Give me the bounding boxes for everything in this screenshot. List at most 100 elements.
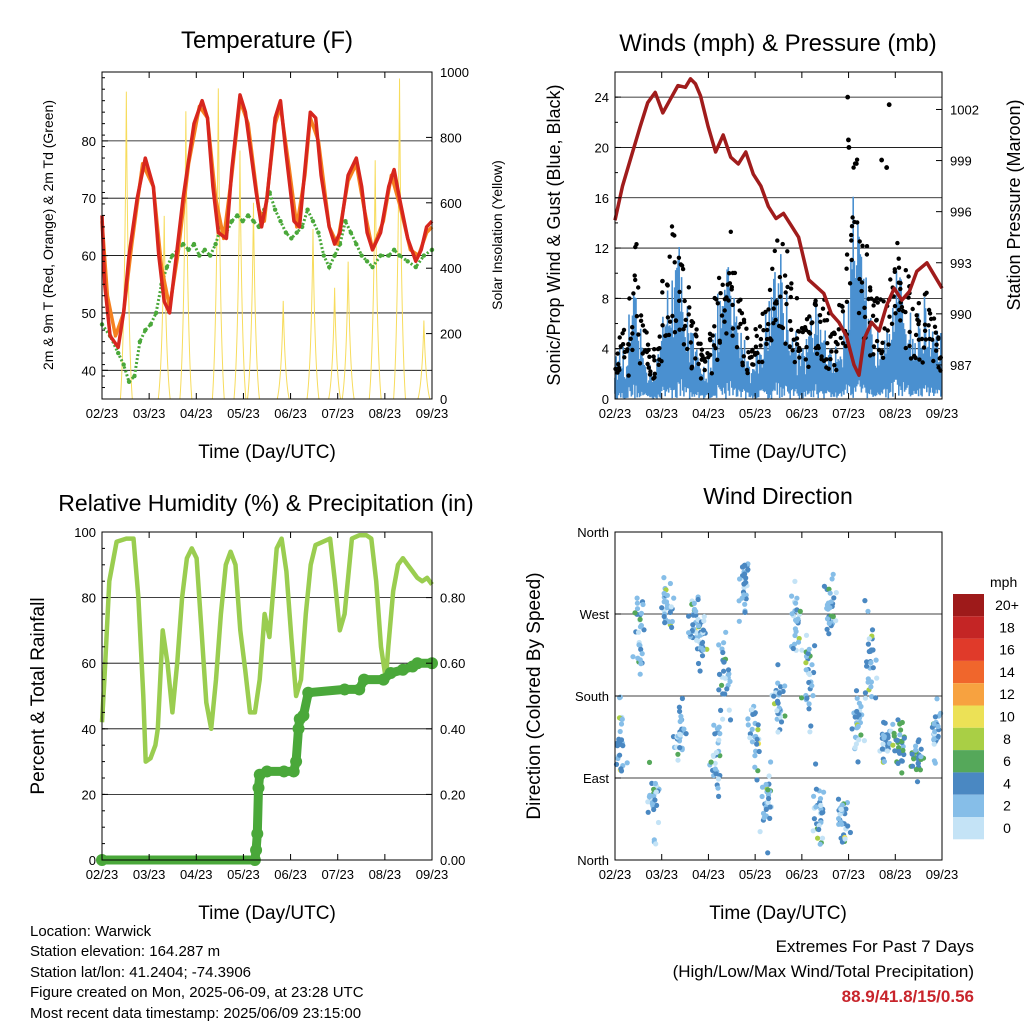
gust-point (757, 324, 763, 329)
direction-point (638, 646, 644, 653)
gust-point (744, 326, 749, 331)
direction-point (716, 793, 722, 800)
gust-point (727, 281, 733, 286)
direction-point (645, 809, 651, 815)
gust-point (678, 262, 683, 267)
gust-point (783, 341, 788, 346)
dewpoint-point (170, 253, 175, 258)
gust-point (783, 290, 788, 295)
gust-point (846, 145, 852, 150)
direction-point (653, 841, 659, 847)
direction-point (701, 618, 707, 624)
direction-point (845, 823, 851, 829)
colorbar-label: 16 (999, 642, 1015, 658)
direction-point (819, 810, 825, 816)
gust-point (686, 312, 691, 317)
gust-point (886, 342, 891, 347)
gust-point (773, 317, 778, 323)
gust-point (882, 326, 887, 331)
direction-point (917, 767, 924, 773)
direction-point (818, 802, 824, 809)
direction-point (890, 721, 896, 727)
direction-point (915, 739, 921, 745)
direction-point (677, 708, 683, 715)
dewpoint-point (364, 259, 370, 264)
gust-point (824, 357, 829, 362)
direction-point (652, 797, 658, 803)
colorbar-label: 14 (999, 664, 1015, 680)
gust-point (624, 349, 629, 354)
direction-series (613, 561, 944, 856)
winds-ylabel-left: Sonic/Prop Wind & Gust (Blue, Black) (544, 84, 564, 385)
colorbar-swatch (953, 594, 984, 617)
direction-point (664, 605, 670, 611)
winds-xtick-label: 08/23 (879, 406, 912, 421)
direction-point (715, 785, 721, 791)
dewpoint-point (305, 207, 310, 212)
gust-point (926, 307, 932, 313)
direction-point (752, 753, 758, 759)
direction-point (909, 751, 915, 757)
gust-point (702, 367, 707, 373)
gust-point (719, 313, 725, 318)
direction-point (789, 611, 795, 617)
direction-point (775, 662, 781, 668)
temperature-title: Temperature (F) (181, 27, 353, 54)
direction-point (896, 749, 902, 755)
dewpoint-point (164, 264, 170, 270)
direction-point (759, 784, 766, 790)
dewpoint-point (213, 241, 218, 247)
gust-point (804, 317, 810, 322)
dewpoint-point (202, 247, 207, 253)
direction-point (639, 651, 645, 657)
gust-point (916, 301, 921, 306)
gust-point (683, 317, 688, 323)
gust-point (728, 229, 733, 234)
gust-point (667, 319, 673, 324)
gust-point (874, 338, 880, 344)
gust-point (689, 319, 694, 324)
humidity-xtick-label: 03/23 (133, 867, 166, 882)
direction-point (722, 675, 728, 681)
dewpoint-point (197, 253, 202, 258)
gust-point (782, 273, 788, 278)
direction-point (899, 719, 905, 726)
direction-point (717, 731, 723, 737)
gust-point (766, 307, 771, 312)
gust-point (696, 361, 701, 367)
gust-point (730, 270, 735, 276)
precipitation-point (353, 683, 366, 696)
gust-point (741, 354, 746, 359)
precipitation-line (97, 658, 437, 865)
gust-point (642, 348, 647, 354)
direction-point (826, 620, 832, 627)
direction-point (804, 695, 810, 701)
direction-point (861, 738, 868, 744)
solar-insolation-line (119, 91, 133, 400)
gust-point (727, 271, 732, 276)
gust-point (660, 323, 665, 328)
direction-point (618, 768, 625, 774)
gust-point (741, 317, 747, 322)
dewpoint-point (121, 362, 126, 367)
gust-point (753, 344, 759, 349)
direction-point (811, 816, 818, 822)
direction-point (811, 669, 817, 676)
direction-point (691, 606, 698, 613)
direction-point (716, 671, 723, 678)
direction-point (699, 653, 706, 659)
gust-point (682, 323, 688, 329)
gust-point (636, 332, 641, 337)
direction-point (793, 628, 799, 635)
relative-humidity-line (99, 533, 434, 764)
direction-point (819, 835, 826, 841)
gust-point (857, 239, 862, 244)
direction-point (695, 660, 702, 667)
gust-point (844, 299, 850, 304)
direction-point (935, 733, 941, 739)
direction-point (852, 745, 858, 751)
gust-point (788, 286, 794, 291)
gust-point (626, 373, 631, 378)
gust-point (934, 348, 939, 353)
